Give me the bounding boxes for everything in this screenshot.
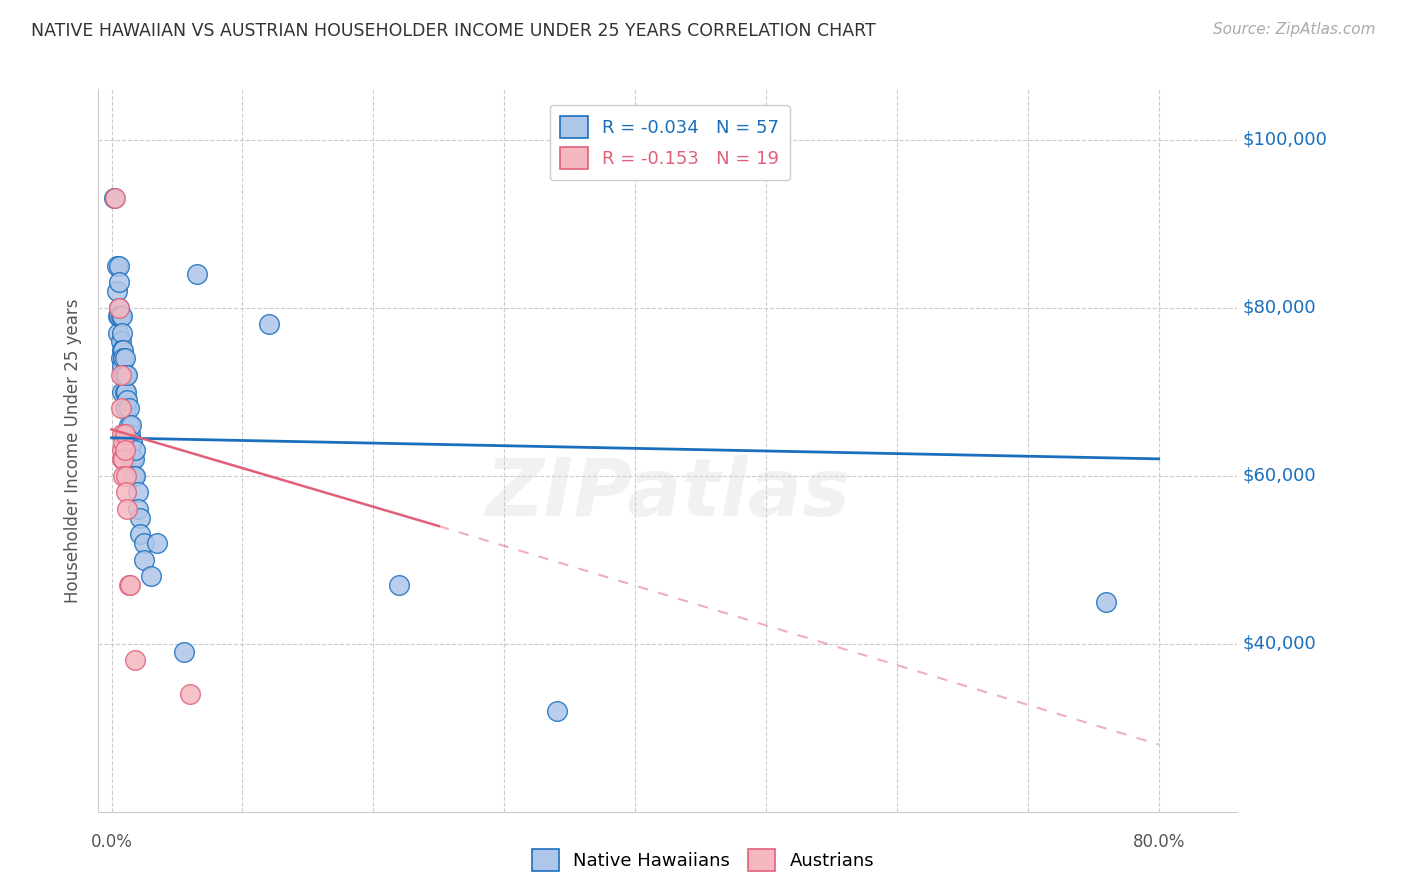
Text: 80.0%: 80.0% (1133, 833, 1185, 851)
Point (173, 645, 195, 659)
Point (139, 569, 162, 583)
Text: $60,000: $60,000 (1243, 467, 1316, 484)
Point (112, 368, 135, 382)
Point (127, 502, 149, 516)
Point (112, 468, 135, 483)
Y-axis label: Householder Income Under 25 years: Householder Income Under 25 years (65, 298, 83, 603)
Point (546, 704, 568, 718)
Point (110, 309, 132, 323)
Point (108, 309, 131, 323)
Point (110, 334, 132, 349)
Point (103, 191, 125, 205)
Point (115, 368, 138, 382)
Point (1095, 595, 1118, 609)
Point (108, 301, 131, 315)
Point (111, 359, 134, 374)
Point (117, 418, 139, 433)
Point (115, 502, 138, 516)
Point (118, 426, 141, 441)
Point (121, 435, 143, 450)
Point (115, 468, 138, 483)
Point (134, 552, 156, 566)
Point (124, 468, 146, 483)
Text: 0.0%: 0.0% (90, 833, 132, 851)
Point (108, 276, 131, 290)
Point (112, 435, 135, 450)
Text: $80,000: $80,000 (1243, 299, 1316, 317)
Point (118, 443, 141, 458)
Point (122, 468, 145, 483)
Point (105, 259, 128, 273)
Point (121, 451, 143, 466)
Point (120, 451, 142, 466)
Text: ZIPatlas: ZIPatlas (485, 455, 851, 533)
Point (121, 468, 143, 483)
Point (115, 401, 138, 416)
Point (114, 384, 136, 399)
Point (110, 401, 132, 416)
Point (111, 343, 134, 357)
Point (124, 653, 146, 667)
Point (129, 527, 152, 541)
Point (117, 578, 139, 592)
Point (388, 578, 411, 592)
Text: $100,000: $100,000 (1243, 130, 1327, 149)
Text: NATIVE HAWAIIAN VS AUSTRIAN HOUSEHOLDER INCOME UNDER 25 YEARS CORRELATION CHART: NATIVE HAWAIIAN VS AUSTRIAN HOUSEHOLDER … (31, 22, 876, 40)
Point (115, 368, 138, 382)
Point (114, 368, 136, 382)
Point (186, 267, 208, 281)
Point (179, 687, 201, 701)
Point (120, 435, 142, 450)
Point (111, 309, 134, 323)
Text: Source: ZipAtlas.com: Source: ZipAtlas.com (1212, 22, 1375, 37)
Point (104, 191, 127, 205)
Point (110, 351, 132, 365)
Point (105, 284, 128, 298)
Point (111, 451, 134, 466)
Point (112, 351, 135, 365)
Point (107, 309, 129, 323)
Point (146, 536, 169, 550)
Point (108, 301, 131, 315)
Text: $40,000: $40,000 (1243, 635, 1317, 653)
Point (108, 259, 131, 273)
Point (120, 418, 142, 433)
Point (110, 368, 132, 382)
Point (114, 351, 136, 365)
Point (122, 451, 145, 466)
Point (115, 392, 138, 407)
Point (124, 443, 146, 458)
Point (111, 443, 134, 458)
Point (118, 578, 141, 592)
Point (115, 384, 138, 399)
Point (112, 451, 135, 466)
Legend: Native Hawaiians, Austrians: Native Hawaiians, Austrians (524, 842, 882, 879)
Point (134, 536, 156, 550)
Point (257, 318, 280, 332)
Point (114, 426, 136, 441)
Point (112, 343, 135, 357)
Point (127, 485, 149, 500)
Point (114, 443, 136, 458)
Point (111, 326, 134, 340)
Point (114, 401, 136, 416)
Point (115, 485, 138, 500)
Legend: R = -0.034   N = 57, R = -0.153   N = 19: R = -0.034 N = 57, R = -0.153 N = 19 (550, 105, 790, 180)
Point (107, 326, 129, 340)
Point (111, 384, 134, 399)
Point (117, 401, 139, 416)
Point (111, 426, 134, 441)
Point (129, 510, 152, 524)
